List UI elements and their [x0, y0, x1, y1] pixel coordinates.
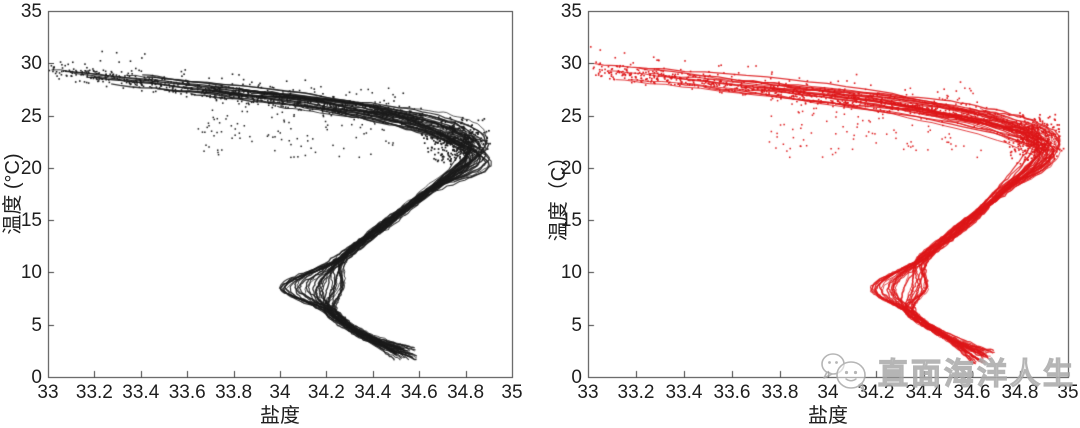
watermark-text: 直面海洋人生: [877, 357, 1076, 391]
x-axis-label: 盐度: [808, 405, 848, 427]
ts-diagram-black-canvas: [0, 0, 540, 428]
y-axis-label: 温度 (°C): [2, 153, 24, 235]
y-axis-label: 温度（C）: [548, 146, 570, 242]
ts-diagram-red-canvas: [540, 0, 1080, 428]
ts-diagram-black: 33 33.2 33.4 33.6 33.8 34 34.2 34.4 34.6 34.8 35 0 5…: [0, 0, 540, 428]
watermark: 直面海洋人生: [818, 349, 1076, 393]
chat-bubbles-icon: [821, 353, 866, 392]
x-axis-label: 盐度: [260, 405, 300, 427]
